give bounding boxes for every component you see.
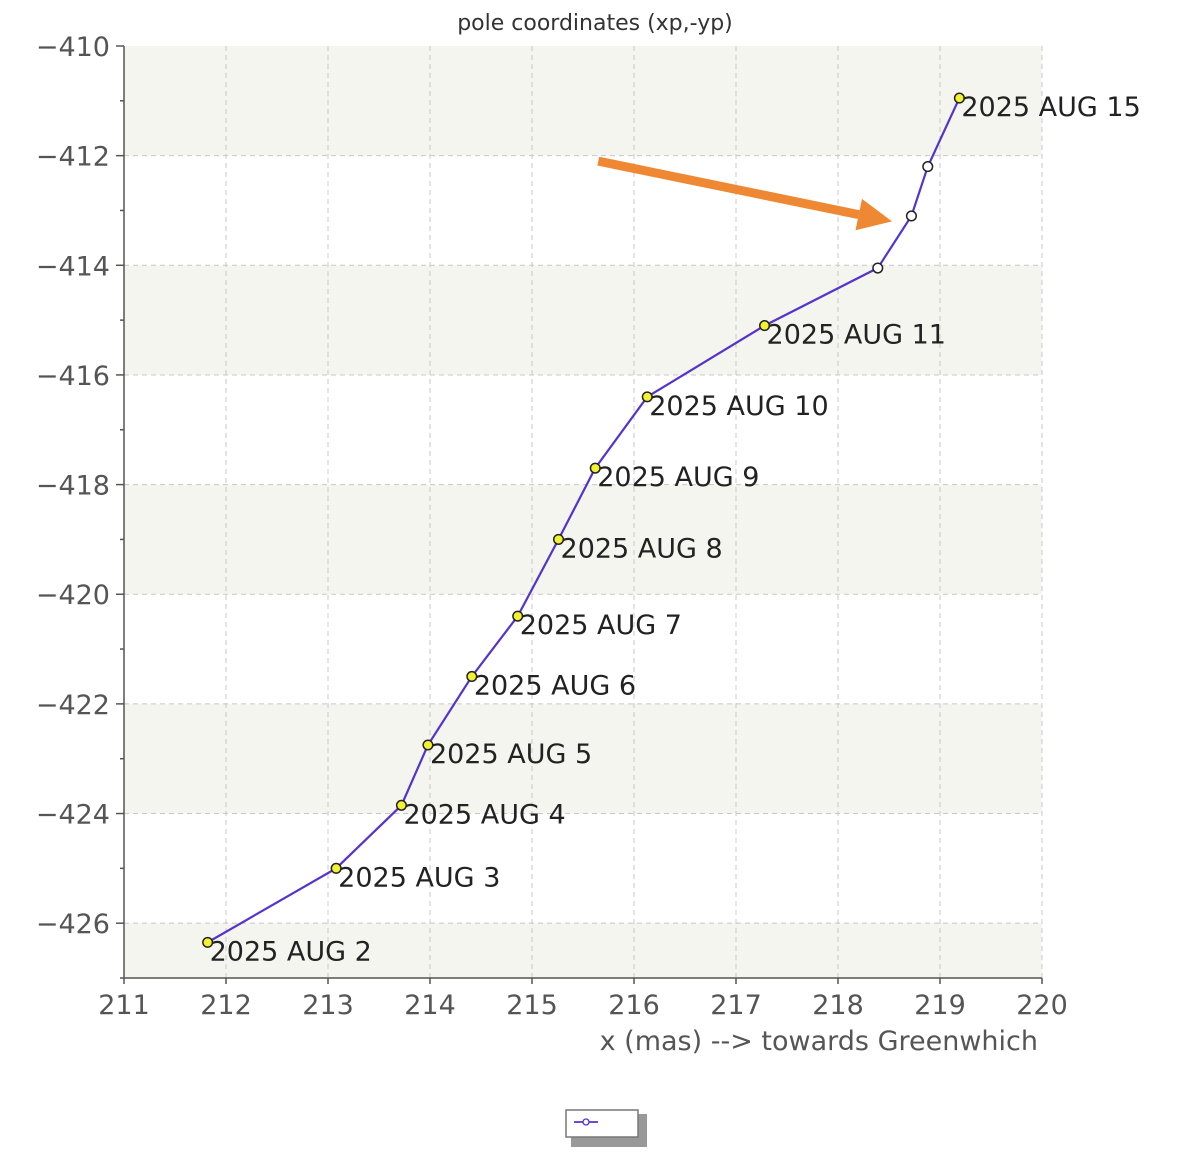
y-tick-label: −416 — [36, 361, 110, 392]
point-label: 2025 AUG 5 — [430, 739, 592, 770]
data-points — [202, 92, 965, 948]
observed-point — [395, 799, 407, 811]
observed-point — [641, 391, 653, 403]
observed-point — [466, 670, 478, 683]
arrow-head — [855, 198, 893, 231]
y-tick-label: −412 — [36, 142, 110, 173]
x-axis-label: x (mas) --> towards Greenwhich — [600, 1026, 1038, 1057]
background-band — [124, 484, 1042, 595]
x-tick-label: 214 — [404, 990, 456, 1021]
point-label: 2025 AUG 8 — [561, 533, 723, 564]
point-label: 2025 AUG 2 — [210, 936, 372, 967]
y-tick-label: −420 — [36, 580, 110, 611]
grid-lines — [124, 46, 1043, 978]
predicted-point — [922, 161, 934, 173]
y-axis-ticks: −410 −412 −414 −416 −418 −420 −422 −424 −426 — [36, 32, 124, 979]
observed-point — [759, 320, 771, 332]
background-band — [124, 265, 1042, 375]
observed-point — [202, 936, 214, 948]
x-tick-label: 216 — [608, 990, 660, 1021]
point-labels: 2025 AUG 2 2025 AUG 3 2025 AUG 4 2025 AUG 5… — [210, 92, 1141, 967]
legend-box — [565, 1109, 639, 1138]
background-bands — [124, 46, 1042, 978]
legend — [565, 1109, 647, 1147]
point-label: 2025 AUG 15 — [961, 92, 1140, 123]
point-label: 2025 AUG 11 — [767, 320, 946, 351]
axes — [123, 46, 1042, 979]
y-tick-label: −426 — [36, 909, 110, 940]
x-tick-label: 215 — [506, 990, 558, 1021]
point-label: 2025 AUG 7 — [520, 610, 682, 641]
x-tick-label: 217 — [710, 990, 762, 1021]
annotation-arrow — [597, 156, 893, 231]
observed-point — [422, 739, 434, 751]
y-tick-label: −414 — [36, 251, 110, 282]
point-label: 2025 AUG 10 — [649, 391, 828, 422]
x-tick-label: 219 — [914, 990, 966, 1021]
x-tick-label: 212 — [200, 990, 252, 1021]
point-label: 2025 AUG 6 — [474, 670, 636, 701]
arrow-shaft — [597, 156, 860, 220]
series-line — [207, 97, 961, 944]
chart-title: pole coordinates (xp,-yp) — [457, 11, 733, 36]
x-axis-ticks: 211 212 213 214 215 216 217 218 219 220 — [98, 978, 1068, 1021]
y-tick-label: −410 — [36, 32, 110, 63]
background-band — [124, 703, 1042, 814]
observed-point — [512, 610, 524, 622]
point-label: 2025 AUG 3 — [338, 862, 500, 893]
observed-point — [330, 862, 342, 874]
x-tick-label: 211 — [98, 990, 150, 1021]
x-tick-label: 220 — [1016, 990, 1068, 1021]
background-band — [124, 923, 1042, 978]
y-tick-label: −424 — [36, 800, 110, 831]
observed-point — [953, 92, 965, 104]
point-label: 2025 AUG 9 — [597, 462, 759, 493]
observed-point — [552, 533, 565, 545]
point-label: 2025 AUG 4 — [403, 799, 565, 830]
observed-point — [589, 462, 601, 474]
x-tick-label: 218 — [812, 990, 864, 1021]
y-tick-label: −422 — [36, 690, 110, 721]
x-tick-label: 213 — [302, 990, 354, 1021]
legend-point-marker — [582, 1118, 590, 1126]
predicted-point — [905, 210, 917, 222]
predicted-point — [872, 262, 884, 274]
y-tick-label: −418 — [36, 471, 110, 502]
background-band — [124, 46, 1042, 156]
